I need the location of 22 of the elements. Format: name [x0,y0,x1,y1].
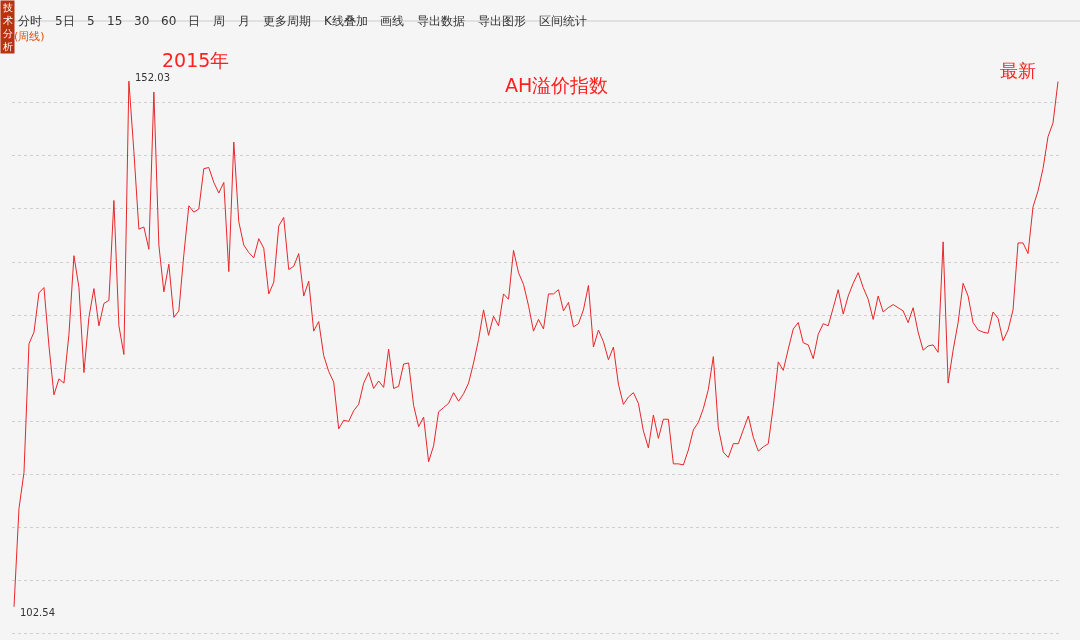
text: 5 [87,14,95,28]
data-label: 152.03 [135,72,170,83]
text: 技术分析 [2,2,13,52]
text: 5日 [55,14,75,28]
text: 日 [188,14,200,28]
text: 更多周期 [263,14,311,28]
text: 最新 [1000,60,1036,81]
text: 画线 [380,14,404,28]
text: 月 [238,14,250,28]
text: (周线) [14,30,45,43]
text: 分时 [18,14,42,28]
text: 导出图形 [478,14,526,28]
text: 导出数据 [417,14,465,28]
text: 60 [161,14,177,28]
text: 30 [134,14,150,28]
chart-title: AH溢价指数 [505,74,609,96]
text: 2015年 [162,49,230,71]
text: K线叠加 [324,14,368,28]
text: 区间统计 [539,14,587,28]
text: 周 [213,14,225,28]
data-label: 102.54 [20,607,55,618]
text: 15 [107,14,123,28]
